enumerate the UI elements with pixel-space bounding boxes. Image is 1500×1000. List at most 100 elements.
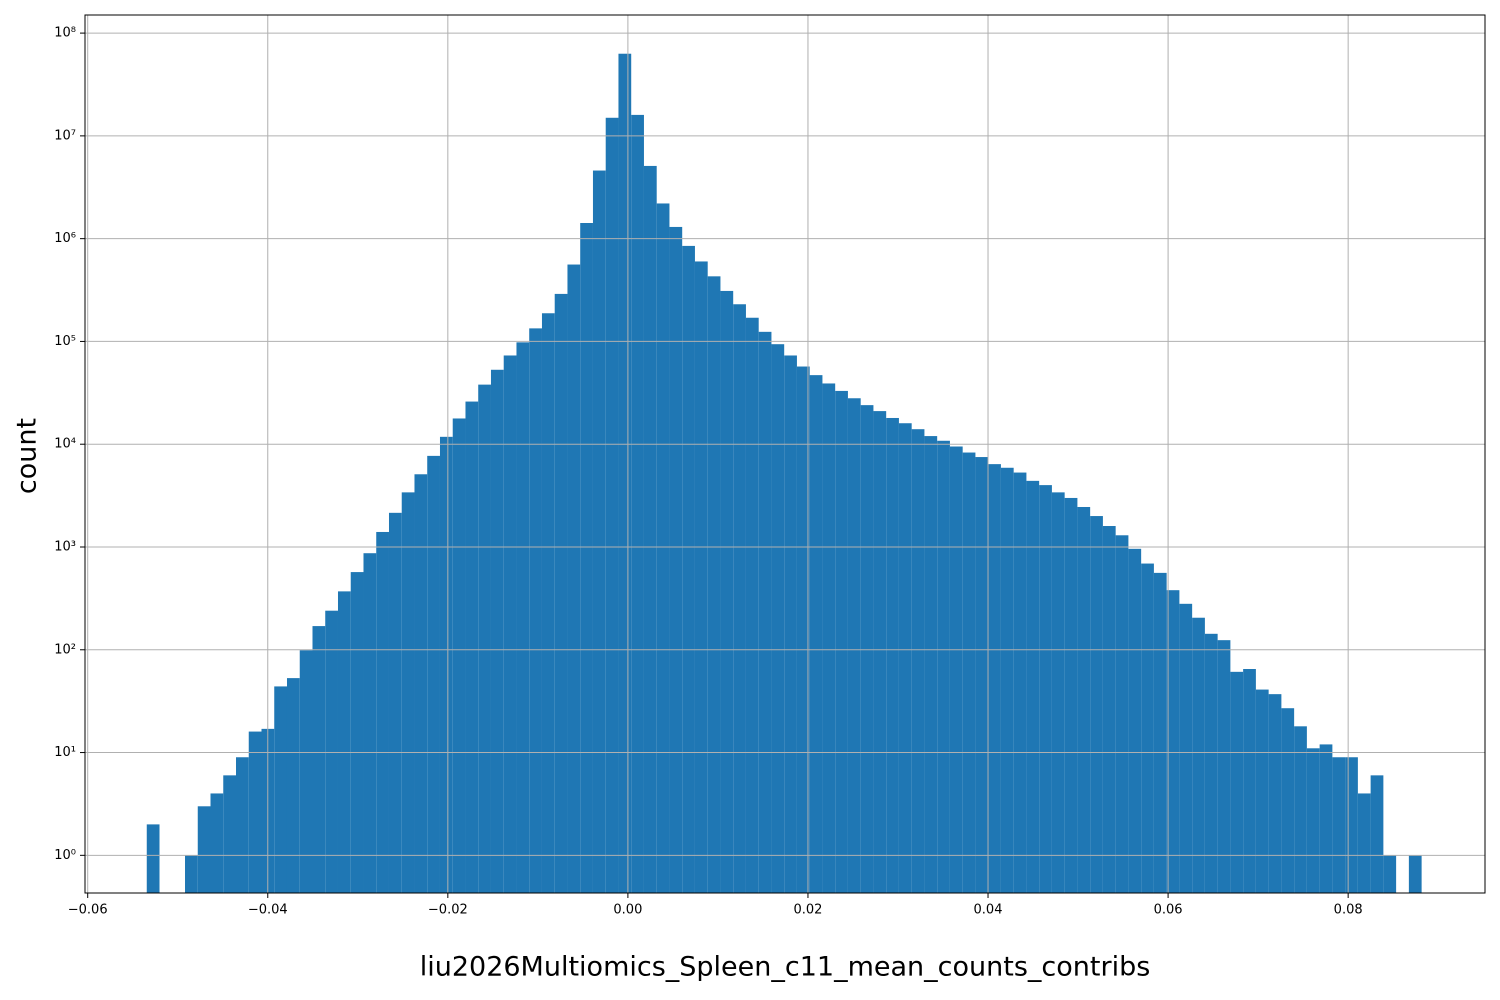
bar [337,591,351,893]
bar [312,626,326,893]
bar [975,457,989,893]
bar [274,686,287,893]
x-tick-label: 0.04 [974,903,1003,918]
bar [490,369,504,894]
bar [988,464,1001,893]
bar [1051,492,1065,893]
bar [1128,548,1142,893]
bar [835,390,848,893]
bar [618,53,632,893]
x-tick-label: −0.04 [248,903,288,918]
bar [541,313,555,893]
bar [1217,640,1231,893]
bar [1102,526,1116,893]
bar [1192,617,1205,893]
y-tick-label: 10⁶ [54,231,76,246]
bar [656,203,670,893]
x-tick-label: 0.00 [613,903,642,918]
bar [146,824,160,893]
plot-frame [84,14,1486,894]
y-tick-label: 10⁴ [54,437,76,452]
bar [554,293,568,893]
bar [439,436,453,893]
x-axis-label: liu2026Multiomics_Spleen_c11_mean_counts… [420,952,1151,983]
bar [1357,793,1371,893]
bar [682,245,695,893]
bar [1153,572,1167,893]
bar [1204,633,1218,893]
bar [236,757,249,893]
bar [605,117,619,893]
y-tick-label: 10³ [54,539,76,554]
bar [1345,757,1358,893]
bar [210,793,224,893]
bar [631,114,644,894]
y-axis-label: count [12,418,43,494]
y-tick-label: 10⁵ [54,334,76,349]
bar [873,411,887,893]
bar [299,650,313,893]
bar [503,355,517,893]
bar [414,474,428,893]
bar [592,170,606,893]
bar [1306,748,1320,893]
bar [796,366,810,894]
bar [669,226,683,894]
bar [1383,855,1397,893]
bar [1013,472,1027,893]
bar [784,355,797,893]
bar [1230,671,1244,893]
bar [516,342,530,893]
y-tick-label: 10⁸ [54,26,76,41]
bar [465,401,479,893]
y-tick-label: 10¹ [54,745,76,760]
bar [1179,603,1193,893]
bar [1090,516,1103,893]
bar [1000,467,1014,893]
bar [1243,668,1256,893]
bar [886,417,899,893]
bar [771,344,785,893]
bar [1370,775,1384,893]
bar [427,455,440,893]
bar [1026,480,1040,893]
bar [1077,506,1091,893]
bar [325,610,338,893]
bar [1319,744,1333,893]
bar [1115,535,1129,893]
bar [1332,757,1346,893]
bar [478,384,491,893]
bar [937,440,950,893]
bar [720,290,734,893]
x-tick-label: −0.06 [68,903,108,918]
bar [401,492,415,893]
y-tick-label: 10² [54,642,76,657]
bar [1408,855,1422,893]
bar [580,223,593,893]
bar [529,328,542,893]
x-tick-label: 0.02 [793,903,822,918]
bar [197,806,211,893]
bar [1141,563,1154,893]
bar [452,418,466,893]
bar [745,317,759,894]
bar [924,436,938,893]
bar [694,261,708,893]
bar [949,446,963,893]
bar [1166,590,1180,893]
bar [350,572,364,893]
x-tick-label: 0.06 [1154,903,1183,918]
bar [1268,694,1282,893]
bar [286,678,300,893]
bar [567,264,581,893]
bar [898,423,912,893]
x-tick-label: −0.02 [428,903,468,918]
bar [1281,708,1295,893]
bar [388,512,402,893]
bar [376,531,389,893]
bar [1294,726,1307,893]
bar [860,405,874,893]
bar [822,383,836,893]
